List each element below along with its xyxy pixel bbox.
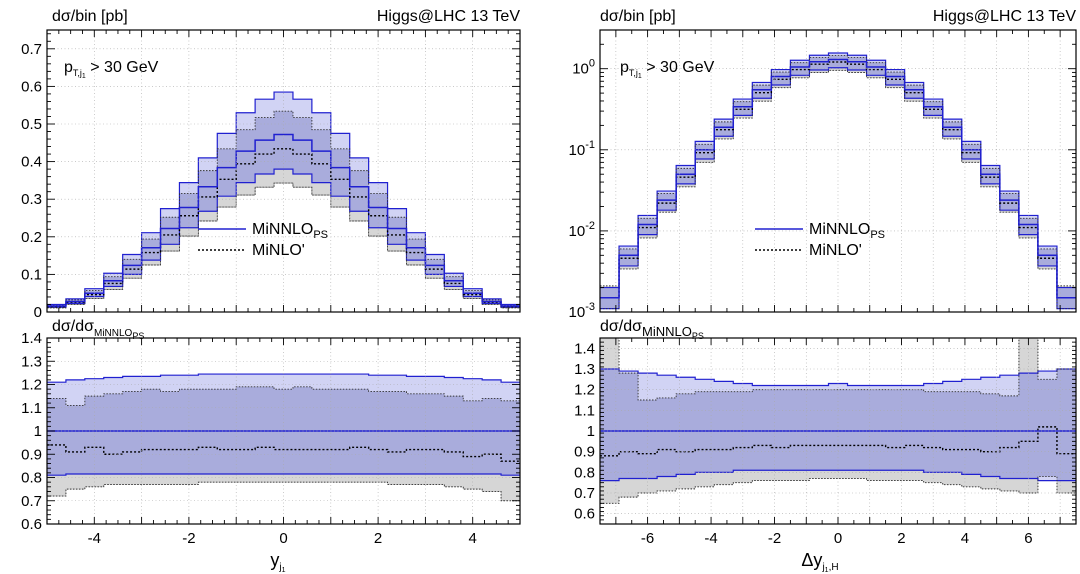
x-tick-label: 4	[469, 530, 477, 547]
legend-label-minlo: MiNLO'	[252, 242, 305, 259]
band-edge-minnlo-lo	[47, 473, 520, 476]
y-tick-exponent: 0	[589, 58, 595, 70]
x-tick-label: 4	[961, 530, 969, 547]
y-tick-label: 0.3	[21, 191, 42, 208]
right-header-title: Higgs@LHC 13 TeV	[933, 8, 1076, 25]
right-main-panel: 10-3 10-2 10-1 100	[569, 29, 1077, 321]
x-tick-label: -2	[768, 530, 781, 547]
band-edge-minlo-lo	[47, 481, 520, 502]
x-tick-label: -4	[88, 530, 101, 547]
x-tick-label: 2	[897, 530, 905, 547]
y-tick-label: 0.6	[21, 516, 42, 533]
y-tick-label: 1.3	[574, 361, 595, 378]
right-ratio-panel: 0.6 0.7 0.8 0.9 1 1.1 1.2 1.3 1.4 -6 -4 -2 0 2 4 6	[574, 337, 1077, 547]
y-tick-exponent: -2	[585, 220, 595, 232]
y-tick-label: 100	[572, 58, 595, 78]
y-tick-exponent: -1	[585, 139, 595, 151]
left-header-ylabel: dσ/bin [pb]	[52, 8, 128, 25]
y-tick-label: 0.7	[21, 41, 42, 58]
series-minlo	[47, 148, 520, 308]
left-ratio-panel: 0.6 0.7 0.8 0.9 1 1.1 1.2 1.3 1.4 -4 -2 0 2 4	[21, 330, 521, 547]
band-edge-minlo-lo	[47, 182, 520, 309]
y-tick-label: 0.7	[574, 485, 595, 502]
grid	[600, 30, 1076, 313]
band-overlap	[600, 369, 1076, 481]
y-tick-label: 0.6	[21, 78, 42, 95]
y-tick-label: 0.9	[21, 446, 42, 463]
y-tick-label: 0	[34, 304, 42, 321]
left-xlabel: yj1	[270, 550, 285, 574]
y-tick-label: 0.7	[21, 493, 42, 510]
left-legend: MiNNLOPS MiNLO'	[198, 221, 328, 259]
left-header-title: Higgs@LHC 13 TeV	[377, 8, 520, 25]
band-edge-minnlo-hi	[47, 373, 520, 383]
band-edge-minnlo-hi	[600, 368, 1076, 387]
right-xlabel: Δyj1,H	[801, 550, 838, 574]
left-main-panel: 0 0.1 0.2 0.3 0.4 0.5 0.6 0.7	[21, 29, 521, 321]
x-tick-label: 0	[834, 530, 842, 547]
left-ratio-header: dσ/dσMiNNLOPS	[52, 318, 144, 341]
series-minlo	[600, 426, 1076, 457]
legend-label-minnlo: MiNNLOPS	[809, 221, 885, 241]
y-tick-label: 0.9	[574, 444, 595, 461]
y-tick-label: 0.6	[574, 506, 595, 523]
y-tick-label: 0.4	[21, 154, 42, 171]
y-tick-label: 1.1	[574, 402, 595, 419]
legend-label-minlo: MiNLO'	[809, 242, 862, 259]
y-tick-label: 1.4	[21, 330, 42, 347]
right-header-ylabel: dσ/bin [pb]	[600, 8, 676, 25]
y-tick-label: 1	[587, 423, 595, 440]
y-tick-label: 0.1	[21, 266, 42, 283]
left-cut-label: pT,j1 > 30 GeV	[64, 59, 159, 80]
y-tick-label: 0.5	[21, 116, 42, 133]
right-ratio-header: dσ/dσMiNNLOPS	[600, 318, 704, 341]
y-tick-label: 0.8	[574, 464, 595, 481]
series-minlo	[47, 444, 520, 462]
band-overlap	[47, 111, 520, 308]
x-tick-label: 2	[374, 530, 382, 547]
y-tick-label: 10-3	[569, 301, 595, 321]
y-tick-label: 1.2	[574, 382, 595, 399]
y-tick-label: 1.3	[21, 353, 42, 370]
right-cut-label: pT,j1 > 30 GeV	[620, 59, 715, 80]
band-edge-minlo-hi	[47, 386, 520, 406]
ticks	[599, 29, 1077, 313]
ticks	[46, 337, 521, 525]
plot-area	[47, 373, 520, 502]
band-edge-minlo-lo	[600, 69, 1076, 310]
y-tick-label: 0.8	[21, 470, 42, 487]
y-tick-label: 1.4	[574, 340, 595, 357]
x-tick-label: 0	[279, 530, 287, 547]
y-tick-label: 10-1	[569, 139, 595, 159]
band-edge-minnlo-lo	[600, 67, 1076, 310]
y-tick-label: 1.1	[21, 400, 42, 417]
y-tick-label: 1	[34, 423, 42, 440]
band-edge-minnlo-lo	[47, 168, 520, 308]
legend-label-minnlo: MiNNLOPS	[252, 221, 328, 241]
y-tick-label: 0.2	[21, 229, 42, 246]
y-tick-exponent: -3	[585, 301, 595, 313]
band-edge-minlo-hi	[600, 55, 1076, 287]
band-edge-minnlo-lo	[600, 469, 1076, 482]
right-legend: MiNNLOPS MiNLO'	[755, 221, 885, 259]
ticks	[599, 337, 1077, 525]
grid	[600, 338, 1076, 524]
band-edge-minnlo-hi	[47, 91, 520, 306]
y-tick-label: 10-2	[569, 220, 595, 240]
x-tick-label: 6	[1024, 530, 1032, 547]
y-tick-label: 1.2	[21, 377, 42, 394]
band-edge-minnlo-hi	[600, 52, 1076, 289]
plot-area	[600, 338, 1076, 504]
x-tick-label: -4	[704, 530, 717, 547]
x-tick-label: -6	[641, 530, 654, 547]
x-tick-label: -2	[182, 530, 195, 547]
series-minnlo	[47, 133, 520, 307]
ticks	[46, 30, 521, 313]
